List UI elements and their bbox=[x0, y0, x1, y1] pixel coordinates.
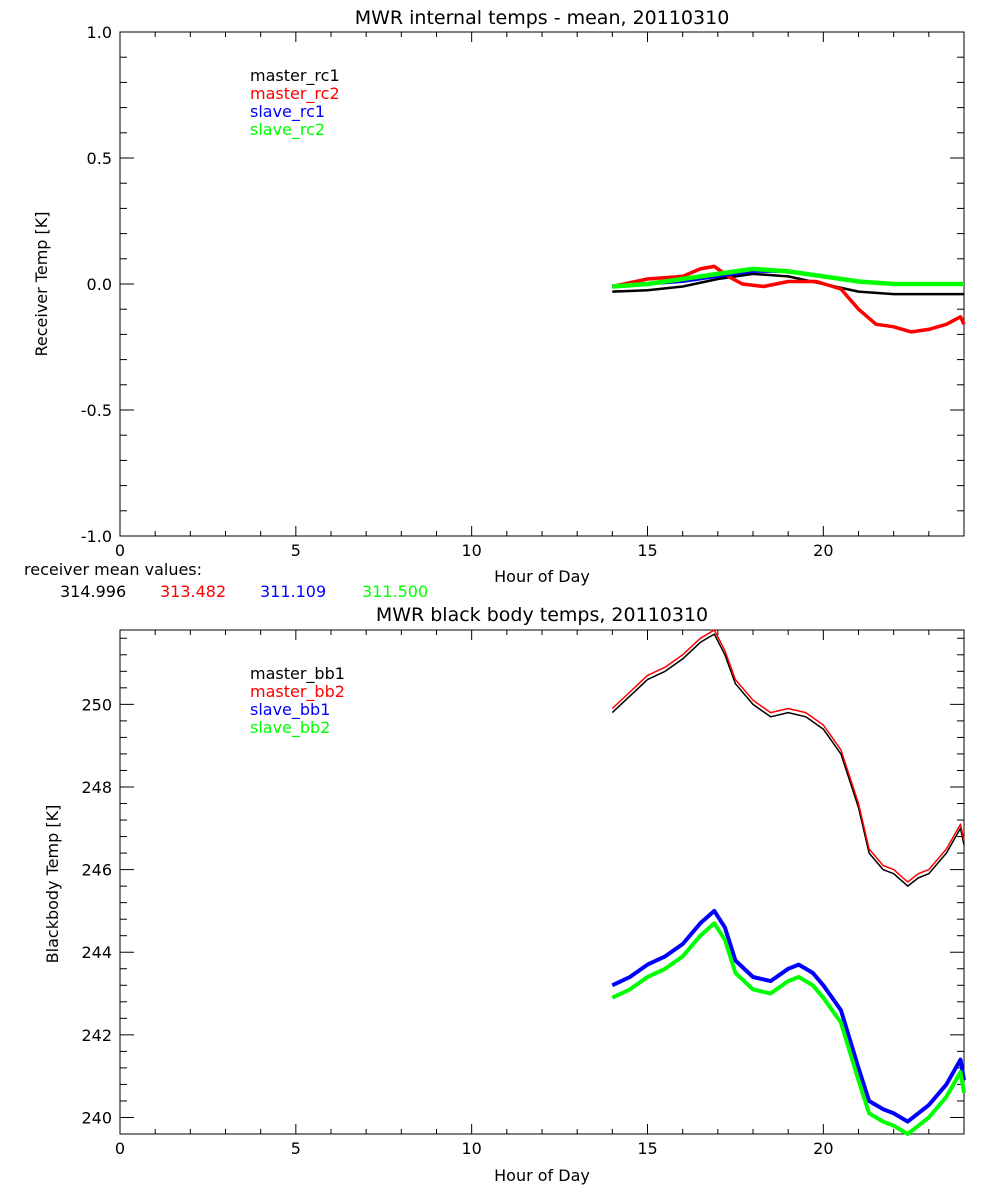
receiver-mean-value: 311.500 bbox=[362, 582, 428, 601]
legend-entry: master_rc2 bbox=[250, 84, 340, 104]
receiver-mean-value: 313.482 bbox=[160, 582, 226, 601]
x-tick-label: 15 bbox=[637, 541, 657, 560]
y-tick-label: 242 bbox=[81, 1026, 112, 1045]
series-line-master_bb1 bbox=[611, 633, 965, 887]
receiver-mean-value: 311.109 bbox=[260, 582, 326, 601]
axis-ticks: 0 5 10 15 20 1.0 0.5 0.0 -0.5 -1.0 bbox=[81, 23, 965, 560]
legend-entry: slave_bb1 bbox=[250, 700, 330, 720]
legend-entry: master_bb1 bbox=[250, 664, 345, 684]
x-axis-label: Hour of Day bbox=[494, 1166, 590, 1185]
x-axis-label: Hour of Day bbox=[494, 567, 590, 586]
y-tick-label: 244 bbox=[81, 943, 112, 962]
x-tick-label: 10 bbox=[461, 541, 481, 560]
blackbody-temp-panel: MWR black body temps, 20110310 Hour of D… bbox=[43, 604, 966, 1185]
plot-frame bbox=[119, 31, 965, 537]
series-line-master_rc2 bbox=[611, 264, 966, 334]
x-tick-label: 0 bbox=[115, 541, 125, 560]
x-tick-label: 20 bbox=[813, 541, 833, 560]
axis-ticks: 0 5 10 15 20 250 248 246 244 242 240 bbox=[81, 630, 965, 1158]
legend-entry: master_bb2 bbox=[250, 682, 345, 702]
series-line-master_bb2 bbox=[611, 629, 965, 883]
legend-entry: master_rc1 bbox=[250, 66, 340, 86]
y-tick-label: 250 bbox=[81, 695, 112, 714]
data-series bbox=[611, 629, 966, 1136]
x-tick-label: 0 bbox=[115, 1139, 125, 1158]
y-tick-label: 0.0 bbox=[87, 275, 112, 294]
plot-frame bbox=[119, 629, 965, 1135]
x-tick-label: 5 bbox=[291, 541, 301, 560]
receiver-temp-panel: MWR internal temps - mean, 20110310 Hour… bbox=[32, 7, 966, 586]
y-tick-label: 1.0 bbox=[87, 23, 112, 42]
legend-entry: slave_rc1 bbox=[250, 102, 325, 122]
series-line-slave_bb2 bbox=[611, 921, 966, 1136]
x-tick-label: 20 bbox=[813, 1139, 833, 1158]
series-line-master_rc1 bbox=[612, 272, 964, 296]
y-tick-label: -0.5 bbox=[81, 401, 112, 420]
chart-title: MWR black body temps, 20110310 bbox=[376, 604, 708, 626]
y-tick-label: 248 bbox=[81, 778, 112, 797]
x-tick-label: 10 bbox=[461, 1139, 481, 1158]
y-tick-label: 0.5 bbox=[87, 149, 112, 168]
receiver-mean-value: 314.996 bbox=[60, 582, 126, 601]
x-tick-label: 5 bbox=[291, 1139, 301, 1158]
legend-entry: slave_rc2 bbox=[250, 120, 325, 140]
y-tick-label: -1.0 bbox=[81, 527, 112, 546]
y-tick-label: 240 bbox=[81, 1108, 112, 1127]
receiver-mean-values: receiver mean values: 314.996 313.482 31… bbox=[24, 560, 428, 601]
y-tick-label: 246 bbox=[81, 861, 112, 880]
legend: master_bb1 master_bb2 slave_bb1 slave_bb… bbox=[250, 664, 345, 738]
x-tick-label: 15 bbox=[637, 1139, 657, 1158]
series-line-slave_bb1 bbox=[611, 908, 966, 1124]
chart-title: MWR internal temps - mean, 20110310 bbox=[355, 7, 730, 29]
data-series bbox=[611, 264, 966, 334]
legend-entry: slave_bb2 bbox=[250, 718, 330, 738]
receiver-mean-label: receiver mean values: bbox=[24, 560, 202, 579]
series-line-slave_rc2 bbox=[612, 266, 964, 289]
y-axis-label: Receiver Temp [K] bbox=[32, 211, 51, 356]
legend: master_rc1 master_rc2 slave_rc1 slave_rc… bbox=[250, 66, 340, 140]
y-axis-label: Blackbody Temp [K] bbox=[43, 805, 62, 964]
